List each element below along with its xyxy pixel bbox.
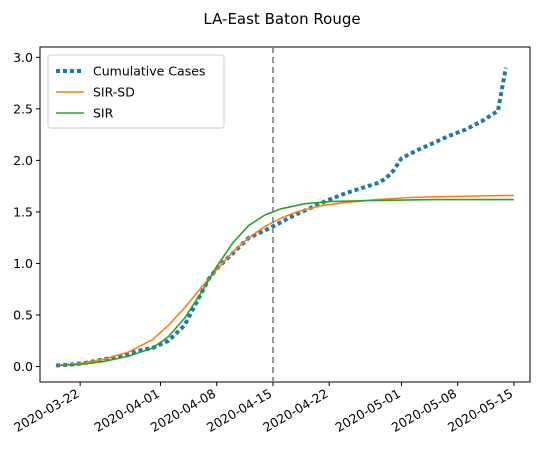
y-tick-label: 3.0: [13, 50, 33, 65]
y-tick-label: 1.0: [13, 256, 33, 271]
y-tick-label: 0.5: [13, 308, 33, 323]
x-tick-label: 2020-03-22: [11, 386, 81, 435]
y-axis: 0.0 0.5 1.0 1.5 2.0 2.5 3.0: [13, 50, 40, 374]
legend-label: Cumulative Cases: [93, 64, 205, 79]
y-tick-label: 1.5: [13, 204, 33, 219]
series-line-sir: [56, 198, 514, 367]
legend-box: [47, 54, 225, 129]
series-line-cumulative-cases: [55, 67, 508, 368]
x-axis: 2020-03-22 2020-04-012020-04-082020-04-15…: [11, 382, 515, 435]
chart-title: LA-East Baton Rouge: [203, 10, 360, 28]
legend-label: SIR-SD: [93, 85, 135, 100]
y-tick-label: 2.0: [13, 153, 33, 168]
series-layer: [55, 47, 514, 382]
legend-label: SIR: [93, 106, 114, 121]
legend: Cumulative Cases SIR-SD SIR: [47, 54, 225, 129]
y-tick-label: 2.5: [13, 101, 33, 116]
y-tick-label: 0.0: [13, 359, 33, 374]
